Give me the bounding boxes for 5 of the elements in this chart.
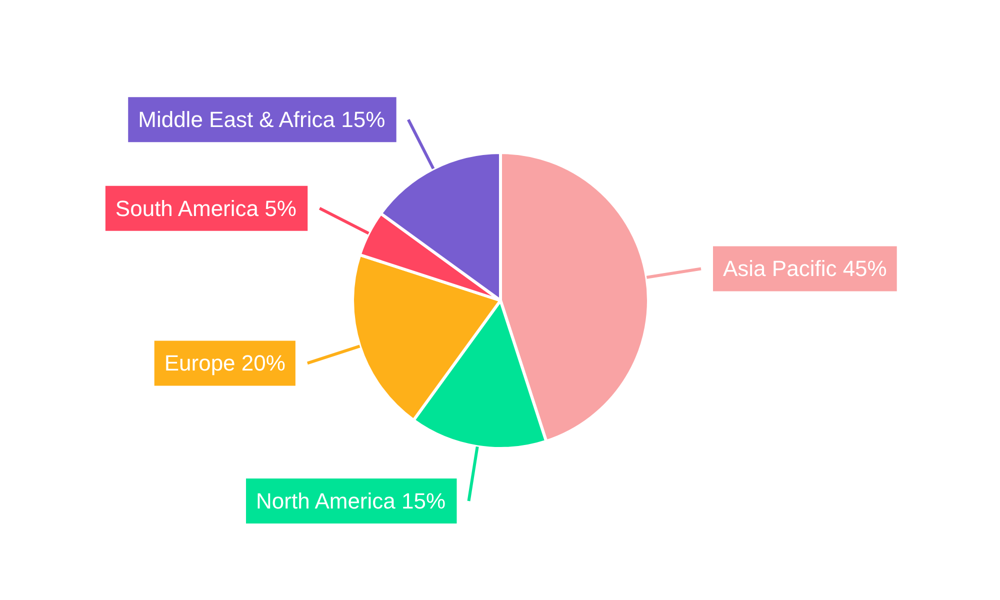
slice-label: Middle East & Africa 15% bbox=[138, 107, 386, 132]
slice-label: Asia Pacific 45% bbox=[723, 256, 887, 282]
slice-label: Europe 20% bbox=[164, 350, 286, 376]
slice-label: South America 5% bbox=[115, 196, 296, 221]
slice-label: North America 15% bbox=[256, 488, 446, 514]
